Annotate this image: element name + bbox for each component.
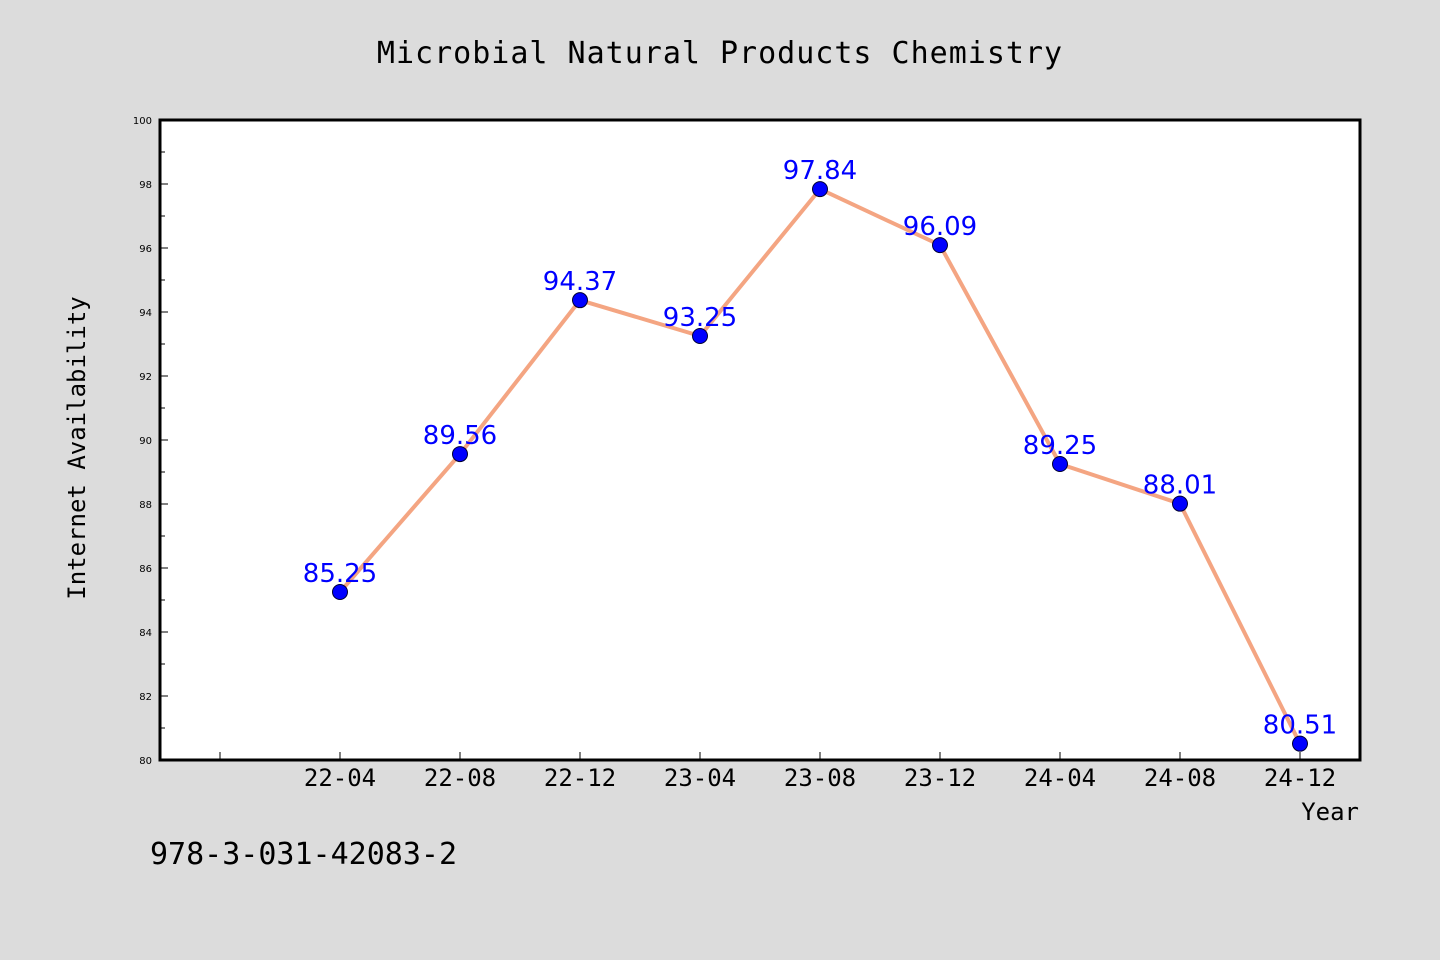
- data-point: [1172, 495, 1188, 512]
- data-point: [572, 292, 588, 309]
- data-label: 94.37: [543, 267, 617, 297]
- data-label: 89.56: [423, 421, 497, 451]
- data-point: [692, 328, 708, 344]
- x-tick-label: 23-08: [784, 764, 856, 792]
- data-label: 96.09: [903, 212, 977, 242]
- x-tick-label: 24-08: [1144, 764, 1216, 792]
- y-tick-label: 90: [139, 436, 152, 447]
- data-label: 85.25: [303, 559, 377, 589]
- footer-code: 978-3-031-42083-2: [150, 837, 457, 872]
- series-layer: 85.25 89.56 94.37 93.25 97.84 96.09 89.25 88.01…: [303, 156, 1337, 752]
- x-tick-label: 22-12: [544, 764, 616, 792]
- data-point: [452, 446, 468, 463]
- x-axis-label: Year: [1301, 798, 1359, 826]
- data-label: 88.01: [1143, 471, 1217, 501]
- data-point: [932, 237, 948, 254]
- y-tick-label: 98: [139, 180, 152, 191]
- y-tick-label: 86: [139, 564, 152, 575]
- y-tick-label: 84: [139, 628, 152, 639]
- plot-area: [160, 120, 1360, 760]
- y-tick-label: 96: [139, 244, 152, 255]
- plot-frame: [158, 118, 1362, 762]
- data-label: 89.25: [1023, 431, 1097, 461]
- chart-title: Microbial Natural Products Chemistry: [377, 36, 1063, 71]
- y-tick-label: 82: [139, 692, 152, 703]
- x-tick-label: 22-08: [424, 764, 496, 792]
- x-tick-label: 22-04: [304, 764, 376, 792]
- data-point: [1052, 456, 1068, 472]
- x-tick-label: 23-12: [904, 764, 976, 792]
- y-tick-label: 94: [139, 308, 152, 319]
- y-axis-label: Internet Availability: [63, 296, 91, 599]
- y-tick-label: 100: [133, 116, 152, 127]
- data-point: [332, 584, 348, 600]
- x-tick-label: 24-12: [1264, 764, 1336, 792]
- x-tick-label: 24-04: [1024, 764, 1096, 792]
- data-point: [1292, 735, 1308, 752]
- data-label: 80.51: [1263, 711, 1337, 741]
- data-label: 97.84: [783, 156, 857, 186]
- data-label: 93.25: [663, 303, 737, 333]
- y-tick-label: 92: [139, 372, 152, 383]
- y-tick-label: 88: [139, 500, 152, 511]
- axis-ticks: 80 82 84 86 88 90 92 94 96 98 100 22-04 22-08 22-12 23…: [133, 116, 1336, 792]
- y-tick-label: 80: [139, 756, 152, 767]
- x-tick-label: 23-04: [664, 764, 736, 792]
- data-point: [812, 181, 828, 198]
